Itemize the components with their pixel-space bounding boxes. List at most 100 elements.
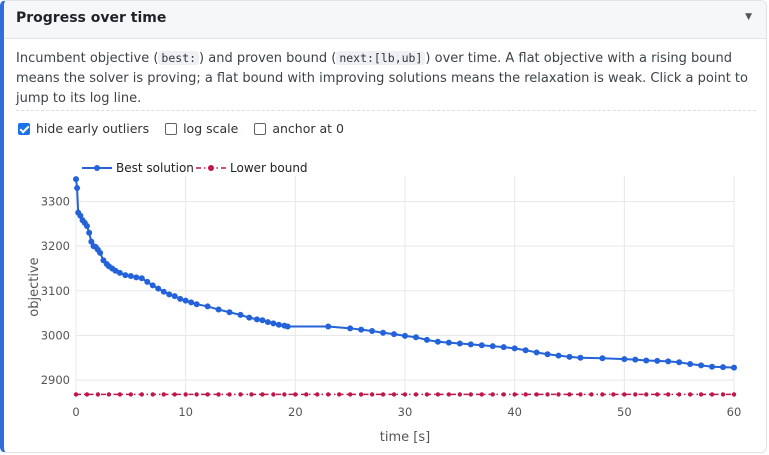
panel-title: Progress over time: [16, 10, 167, 26]
best-solution-point: [698, 362, 705, 369]
y-tick-label: 2900: [41, 373, 70, 387]
best-solution-point: [709, 363, 716, 370]
best-solution-point: [204, 303, 211, 310]
lower-bound-point: [227, 392, 232, 397]
lower-bound-point: [347, 392, 353, 397]
option-anchor-at-0[interactable]: anchor at 0: [254, 121, 344, 136]
lower-bound-point: [567, 392, 572, 397]
lower-bound-point: [687, 392, 693, 397]
lower-bound-point: [402, 392, 408, 397]
best-solution-point: [193, 301, 200, 308]
legend-marker: [94, 165, 100, 171]
lower-bound-point: [589, 392, 594, 397]
lower-bound-point: [435, 392, 441, 397]
lower-bound-point: [655, 392, 660, 397]
best-solution-point: [731, 364, 737, 371]
x-tick-label: 0: [72, 405, 79, 419]
lower-bound-point: [666, 392, 671, 397]
lower-bound-point: [282, 392, 287, 397]
lower-bound-point: [238, 392, 243, 397]
lower-bound-point: [249, 392, 254, 397]
lower-bound-point: [260, 392, 265, 397]
lower-bound-point: [490, 392, 495, 397]
x-tick-label: 30: [398, 405, 413, 419]
x-tick-label: 60: [727, 405, 742, 419]
legend-label: Best solution: [116, 161, 194, 175]
lower-bound-point: [479, 392, 484, 397]
best-solution-point: [577, 354, 584, 361]
lower-bound-point: [424, 392, 430, 397]
y-tick-label: 3200: [41, 239, 70, 253]
best-solution-point: [500, 344, 507, 351]
desc-code-best: best:: [158, 51, 200, 65]
lower-bound-point: [676, 392, 682, 397]
lower-bound-point: [600, 392, 605, 397]
lower-bound-point: [446, 392, 452, 397]
collapse-caret-icon[interactable]: ▼: [745, 12, 752, 22]
best-solution-point: [599, 355, 606, 362]
lower-bound-point: [183, 392, 188, 397]
best-solution-point: [544, 351, 551, 358]
best-solution-point: [215, 306, 222, 313]
best-solution-point: [188, 299, 195, 306]
best-solution-point: [643, 357, 650, 364]
option-hide-early-outliers[interactable]: hide early outliers: [18, 121, 149, 136]
best-solution-point: [155, 285, 162, 292]
lower-bound-point: [205, 392, 210, 397]
best-solution-point: [434, 338, 441, 345]
lower-bound-point: [611, 392, 616, 397]
x-axis-label: time [s]: [380, 430, 430, 445]
log-scale-checkbox[interactable]: [165, 122, 178, 135]
legend-marker: [208, 165, 214, 171]
lower-bound-point: [161, 392, 166, 397]
best-solution-point: [171, 293, 178, 300]
best-solution-point: [720, 364, 727, 371]
best-solution-point: [264, 319, 271, 326]
best-solution-point: [511, 345, 518, 352]
best-solution-point: [73, 176, 79, 183]
lower-bound-point: [720, 392, 726, 397]
desc-code-next: next:[lb,ub]: [336, 51, 426, 65]
best-solution-point: [83, 223, 90, 230]
best-solution-point: [555, 352, 562, 359]
desc-text-2: ) and proven bound (: [199, 51, 337, 66]
lower-bound-point: [501, 392, 506, 397]
best-solution-point: [325, 323, 332, 330]
best-solution-point: [347, 325, 354, 332]
best-solution-point: [122, 272, 129, 279]
chart-grid: [75, 176, 735, 398]
best-solution-point: [676, 359, 683, 366]
best-solution-point: [654, 357, 661, 364]
best-solution-point: [270, 320, 277, 327]
best-solution-point: [246, 314, 253, 321]
hide-early-outliers-label: hide early outliers: [36, 121, 150, 136]
lower-bound-point: [578, 392, 583, 397]
lower-bound-point: [369, 392, 375, 397]
best-solution-point: [412, 334, 419, 341]
divider: [16, 110, 756, 111]
lower-bound-point: [534, 392, 539, 397]
best-solution-point: [445, 339, 452, 346]
best-solution-point: [489, 343, 496, 350]
lower-bound-point: [644, 392, 649, 397]
best-solution-point: [621, 356, 628, 363]
anchor-at-0-checkbox[interactable]: [254, 122, 267, 135]
x-tick-label: 40: [507, 405, 522, 419]
best-solution-point: [88, 238, 95, 245]
best-solution-point: [253, 316, 260, 323]
best-solution-point: [226, 309, 233, 316]
legend-label: Lower bound: [230, 161, 308, 175]
lower-bound-point: [150, 392, 155, 397]
lower-bound-point: [304, 392, 309, 397]
lower-bound-point: [633, 392, 638, 397]
best-solution-point: [127, 273, 134, 280]
panel-description: Incumbent objective (best:) and proven b…: [16, 48, 756, 109]
hide-early-outliers-checkbox[interactable]: [18, 122, 30, 135]
lower-bound-point: [315, 392, 320, 397]
lower-bound-point: [698, 392, 704, 397]
x-tick-label: 10: [178, 405, 193, 419]
option-log-scale[interactable]: log scale: [165, 121, 238, 136]
panel-header[interactable]: Progress over time ▼: [4, 1, 766, 39]
chart-legend: Best solution Lower bound: [82, 161, 308, 175]
